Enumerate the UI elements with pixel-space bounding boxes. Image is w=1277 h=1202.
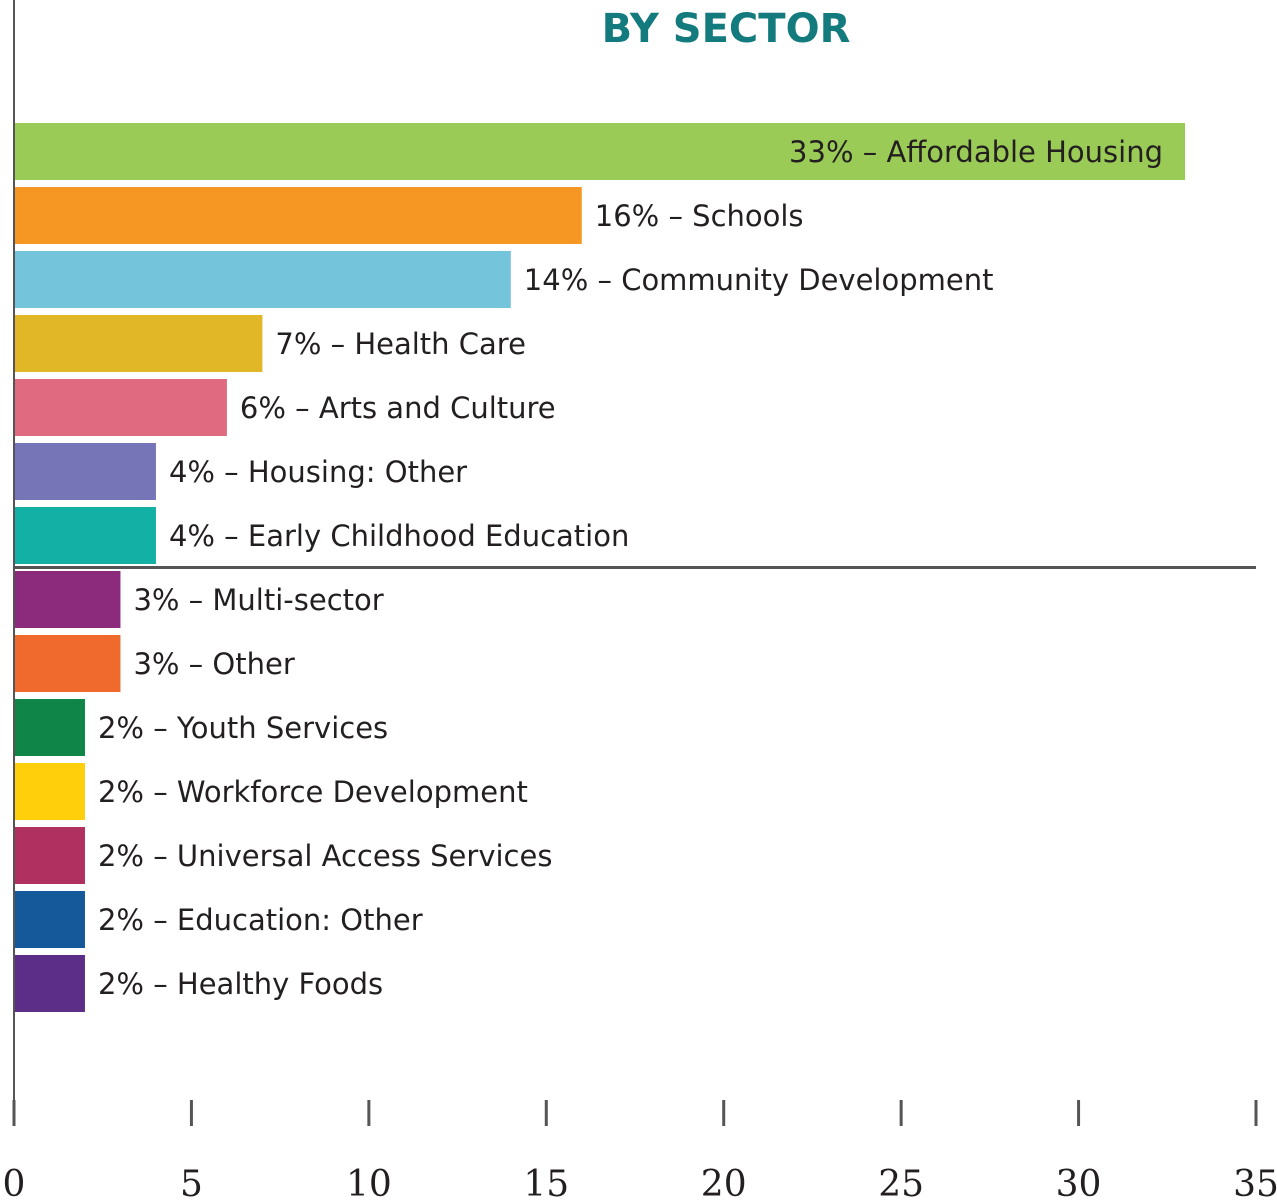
bar-label: 3% – Other (133, 647, 294, 681)
bar (14, 251, 511, 308)
bar-label: 2% – Education: Other (98, 903, 423, 937)
bar (14, 507, 156, 564)
bar-label: 2% – Universal Access Services (98, 839, 552, 873)
bar-label: 7% – Health Care (275, 327, 526, 361)
bar-label: 16% – Schools (595, 199, 804, 233)
bar (14, 763, 85, 820)
bar-label: 2% – Youth Services (98, 711, 388, 745)
bar-label: 3% – Multi-sector (133, 583, 383, 617)
bar (14, 379, 227, 436)
bar-label: 6% – Arts and Culture (240, 391, 556, 425)
x-tick-label: 20 (701, 1164, 747, 1202)
x-tick-label: 30 (1056, 1164, 1102, 1202)
bar-label: 4% – Housing: Other (169, 455, 467, 489)
chart-title: BY SECTOR (602, 6, 851, 52)
bar-label: 4% – Early Childhood Education (169, 519, 629, 553)
bar-label: 33% – Affordable Housing (789, 135, 1163, 169)
x-tick-label: 15 (523, 1164, 569, 1202)
bar (14, 891, 85, 948)
bar (14, 699, 85, 756)
bar (14, 571, 121, 628)
bar (14, 123, 1186, 180)
bar (14, 635, 121, 692)
x-tick-label: 0 (3, 1164, 26, 1202)
x-tick-label: 5 (180, 1164, 203, 1202)
bar-label: 2% – Workforce Development (98, 775, 528, 809)
x-tick-label: 25 (878, 1164, 924, 1202)
x-tick-label: 35 (1233, 1164, 1277, 1202)
bar (14, 443, 156, 500)
bar-label: 2% – Healthy Foods (98, 967, 383, 1001)
bar (14, 187, 582, 244)
axis-layer: 0 5 10 15 20 25 30 35 (3, 0, 1277, 1202)
x-tick-label: 10 (346, 1164, 392, 1202)
bars-layer: 33% – Affordable Housing 16% – Schools 14%… (14, 123, 1186, 1012)
bar (14, 955, 85, 1012)
bar (14, 827, 85, 884)
bar-label: 14% – Community Development (524, 263, 994, 297)
bar (14, 315, 263, 372)
